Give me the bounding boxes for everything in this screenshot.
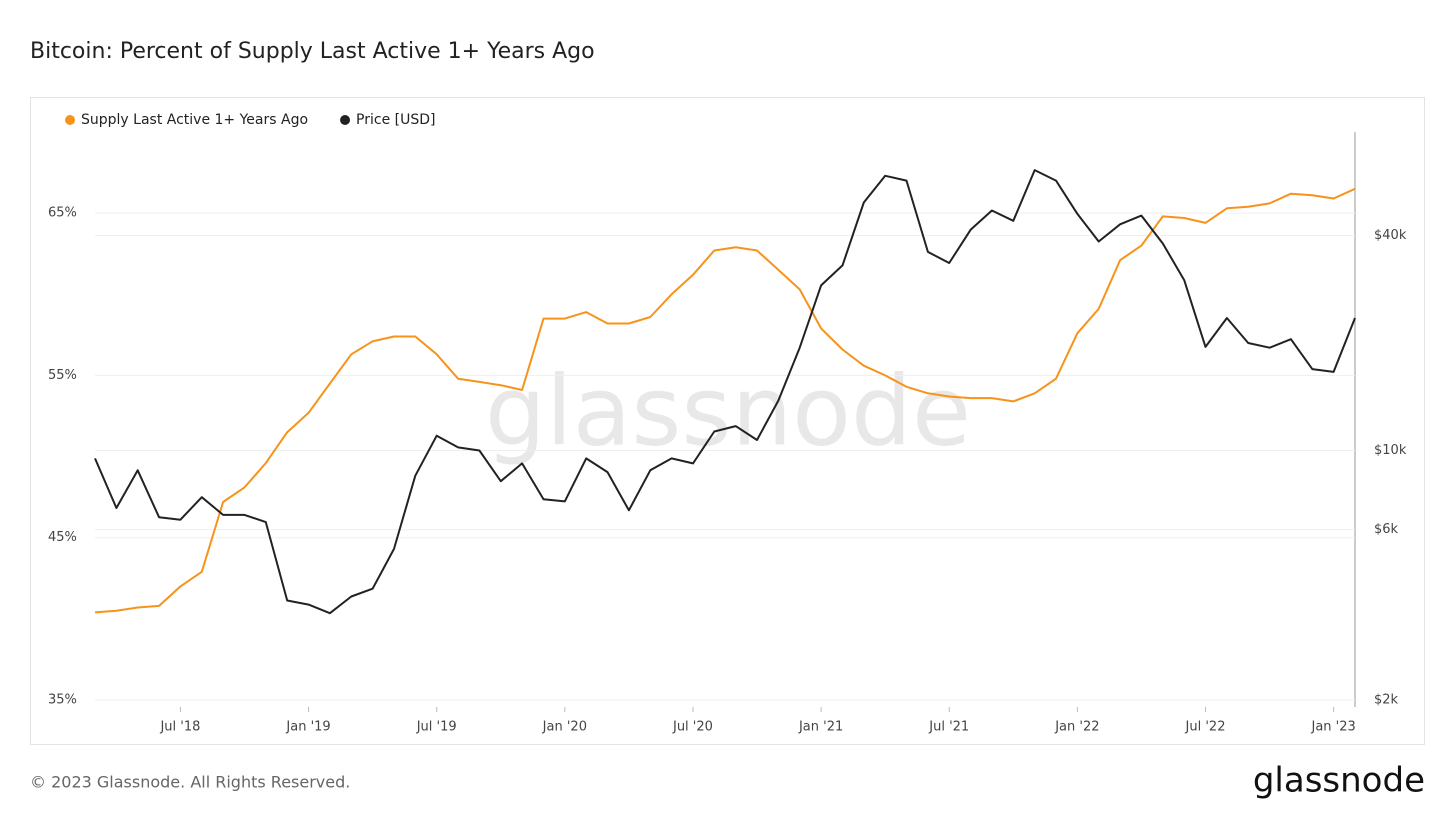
y-tick-label: 65% (48, 206, 77, 221)
series-line (94, 169, 1356, 615)
y2-tick-label: $40k (1374, 228, 1407, 243)
y-tick-label: 45% (48, 530, 77, 545)
grid (95, 212, 1355, 701)
copyright: © 2023 Glassnode. All Rights Reserved. (30, 773, 350, 792)
y2-tick-label: $2k (1374, 693, 1399, 708)
y2-tick-label: $10k (1374, 443, 1407, 458)
legend-marker (65, 115, 75, 125)
x-tick-label: Jul '21 (928, 720, 969, 735)
x-tick-label: Jan '19 (285, 720, 330, 735)
y-tick-label: 35% (48, 693, 77, 708)
legend-marker (340, 115, 351, 125)
x-tick-label: Jul '19 (416, 720, 457, 735)
chart-title: Bitcoin: Percent of Supply Last Active 1… (30, 39, 595, 64)
watermark: glassnode (485, 355, 971, 467)
y2-tick-label: $6k (1374, 522, 1399, 537)
logo: glassnode (1253, 761, 1425, 801)
x-tick-label: Jan '23 (1310, 720, 1355, 735)
x-tick-label: Jan '21 (798, 720, 843, 735)
legend-label: Supply Last Active 1+ Years Ago (81, 112, 308, 128)
legend-label: Price [USD] (356, 112, 435, 128)
series-line (94, 187, 1356, 614)
x-tick-label: Jul '18 (159, 720, 200, 735)
x-tick-label: Jul '20 (672, 720, 713, 735)
y-tick-label: 55% (48, 368, 77, 383)
chart-frame (30, 97, 1425, 745)
x-tick-label: Jul '22 (1185, 720, 1226, 735)
x-tick-label: Jan '22 (1054, 720, 1099, 735)
x-tick-label: Jan '20 (542, 720, 587, 735)
